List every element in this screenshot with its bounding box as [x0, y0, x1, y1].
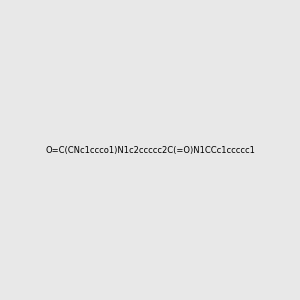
Text: O=C(CNc1ccco1)N1c2ccccc2C(=O)N1CCc1ccccc1: O=C(CNc1ccco1)N1c2ccccc2C(=O)N1CCc1ccccc… — [45, 146, 255, 154]
